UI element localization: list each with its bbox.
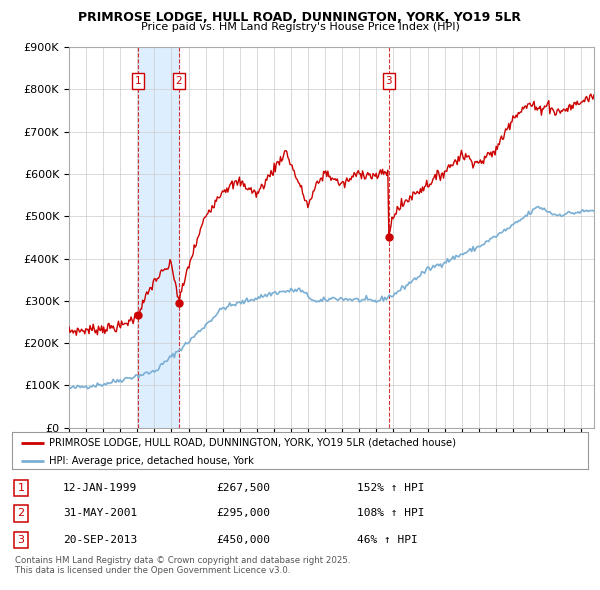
Text: 1: 1 (134, 76, 141, 86)
Text: Price paid vs. HM Land Registry's House Price Index (HPI): Price paid vs. HM Land Registry's House … (140, 22, 460, 32)
Text: 108% ↑ HPI: 108% ↑ HPI (357, 509, 425, 519)
Text: £450,000: £450,000 (216, 535, 270, 545)
Text: HPI: Average price, detached house, York: HPI: Average price, detached house, York (49, 456, 254, 466)
Text: 3: 3 (17, 535, 25, 545)
Text: 3: 3 (385, 76, 392, 86)
Text: PRIMROSE LODGE, HULL ROAD, DUNNINGTON, YORK, YO19 5LR: PRIMROSE LODGE, HULL ROAD, DUNNINGTON, Y… (79, 11, 521, 24)
Text: Contains HM Land Registry data © Crown copyright and database right 2025.
This d: Contains HM Land Registry data © Crown c… (15, 556, 350, 575)
Text: 1: 1 (17, 483, 25, 493)
Text: 2: 2 (175, 76, 182, 86)
Text: 12-JAN-1999: 12-JAN-1999 (63, 483, 137, 493)
Text: £267,500: £267,500 (216, 483, 270, 493)
Text: 2: 2 (17, 509, 25, 519)
Text: 20-SEP-2013: 20-SEP-2013 (63, 535, 137, 545)
Bar (138, 47, 179, 428)
Text: 46% ↑ HPI: 46% ↑ HPI (357, 535, 418, 545)
Text: 152% ↑ HPI: 152% ↑ HPI (357, 483, 425, 493)
Text: PRIMROSE LODGE, HULL ROAD, DUNNINGTON, YORK, YO19 5LR (detached house): PRIMROSE LODGE, HULL ROAD, DUNNINGTON, Y… (49, 438, 457, 448)
Text: £295,000: £295,000 (216, 509, 270, 519)
Text: 31-MAY-2001: 31-MAY-2001 (63, 509, 137, 519)
